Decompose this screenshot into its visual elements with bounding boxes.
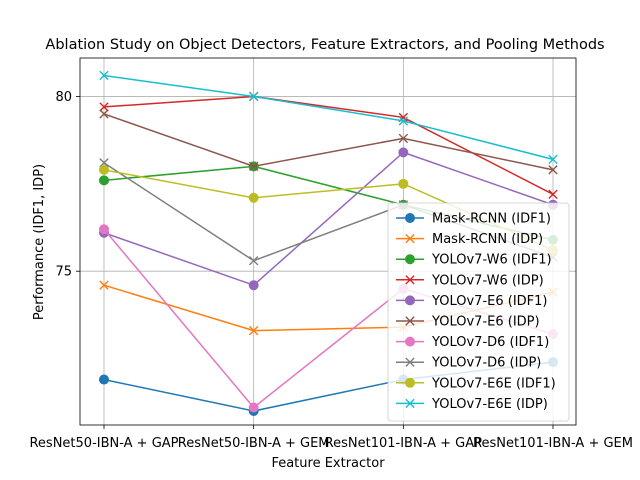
legend-label: YOLOv7-E6 (IDP)	[431, 315, 540, 330]
data-point	[99, 224, 109, 235]
data-point	[99, 164, 109, 175]
legend-label: YOLOv7-D6 (IDP)	[431, 356, 541, 371]
data-point	[248, 256, 259, 266]
data-point	[248, 402, 259, 413]
series-line	[103, 74, 554, 161]
legend-label: YOLOv7-E6E (IDP)	[431, 397, 548, 412]
data-point	[99, 158, 109, 168]
marker-stroke	[548, 165, 558, 175]
data-point	[248, 280, 259, 291]
legend-entry: YOLOv7-W6 (IDF1)	[396, 253, 552, 268]
data-point	[248, 325, 259, 336]
marker-stroke	[99, 102, 109, 112]
marker-stroke	[248, 161, 259, 172]
legend-marker	[405, 316, 415, 326]
marker-stroke	[398, 133, 409, 144]
data-point	[548, 154, 558, 165]
legend-label: YOLOv7-D6 (IDF1)	[431, 335, 549, 350]
data-point	[248, 192, 259, 203]
series-line	[103, 113, 554, 171]
x-axis-label: Feature Extractor	[271, 456, 385, 471]
legend-entry: YOLOv7-D6 (IDP)	[396, 356, 541, 371]
data-point	[99, 280, 109, 290]
series-line	[103, 151, 554, 287]
legend-label: YOLOv7-W6 (IDF1)	[431, 253, 552, 268]
x-tick-label: ResNet50-IBN-A + GEM	[178, 436, 330, 451]
legend-marker	[405, 336, 415, 347]
data-point	[99, 374, 109, 385]
data-point	[99, 109, 109, 119]
legend-marker	[405, 295, 415, 306]
legend-entry: YOLOv7-E6E (IDP)	[396, 397, 548, 412]
legend-label: YOLOv7-E6 (IDF1)	[431, 294, 547, 309]
legend-label: Mask-RCNN (IDF1)	[432, 212, 551, 227]
legend-entry: YOLOv7-W6 (IDP)	[396, 273, 544, 288]
series-line	[103, 95, 554, 195]
data-point	[99, 102, 109, 112]
marker-stroke	[548, 189, 558, 200]
marker-stroke	[548, 154, 558, 165]
marker-stroke	[398, 116, 409, 126]
legend-marker	[405, 213, 415, 223]
tick-layer: ResNet50-IBN-A + GAP ResNet50-IBN-A + GEM…	[29, 90, 633, 451]
legend-marker	[405, 275, 415, 285]
data-point	[248, 161, 259, 172]
y-tick-label: 75	[55, 265, 72, 280]
legend-entry: Mask-RCNN (IDF1)	[396, 212, 551, 227]
marker-stroke	[405, 357, 415, 367]
data-point	[99, 175, 109, 186]
x-tick-label: ResNet101-IBN-A + GAP	[325, 436, 482, 451]
legend: Mask-RCNN (IDF1) Mask-RCNN (IDP) YOLOv7-W6…	[387, 202, 570, 422]
marker-stroke	[405, 275, 415, 285]
legend-marker	[405, 377, 415, 388]
data-point	[548, 189, 558, 200]
data-point	[398, 147, 409, 158]
plot-frame	[79, 57, 577, 426]
x-tick-label: ResNet50-IBN-A + GAP	[29, 436, 178, 451]
legend-marker	[405, 233, 415, 244]
legend-marker	[405, 398, 415, 409]
data-point	[398, 178, 409, 189]
legend-label: YOLOv7-E6E (IDF1)	[431, 376, 556, 391]
data-point	[99, 70, 109, 81]
marker-stroke	[99, 70, 109, 81]
legend-entry: YOLOv7-E6 (IDP)	[396, 315, 540, 330]
y-tick-label: 80	[55, 90, 72, 105]
data-point	[548, 165, 558, 175]
series-10	[99, 70, 558, 165]
marker-stroke	[248, 325, 259, 336]
legend-entry: YOLOv7-E6E (IDF1)	[396, 376, 556, 391]
y-axis-label: Performance (IDF1, IDP)	[32, 164, 47, 320]
marker-stroke	[248, 91, 259, 102]
legend-marker	[405, 357, 415, 367]
marker-stroke	[248, 256, 259, 266]
legend-box	[387, 202, 570, 422]
x-tick-label: ResNet101-IBN-A + GEM	[473, 436, 633, 451]
marker-stroke	[405, 316, 415, 326]
marker-stroke	[405, 398, 415, 409]
marker-stroke	[99, 158, 109, 168]
data-point	[398, 116, 409, 126]
marker-stroke	[99, 280, 109, 290]
marker-stroke	[99, 109, 109, 119]
legend-label: YOLOv7-W6 (IDP)	[431, 273, 544, 288]
marker-stroke	[405, 233, 415, 244]
legend-entry: YOLOv7-E6 (IDF1)	[396, 294, 547, 309]
data-point	[248, 91, 259, 102]
legend-entry: Mask-RCNN (IDP)	[396, 232, 543, 247]
legend-label: Mask-RCNN (IDP)	[432, 232, 543, 247]
series-6	[99, 109, 558, 175]
legend-marker	[405, 254, 415, 265]
data-point	[398, 133, 409, 144]
chart-title: Ablation Study on Object Detectors, Feat…	[45, 37, 604, 53]
legend-entry: YOLOv7-D6 (IDF1)	[396, 335, 549, 350]
